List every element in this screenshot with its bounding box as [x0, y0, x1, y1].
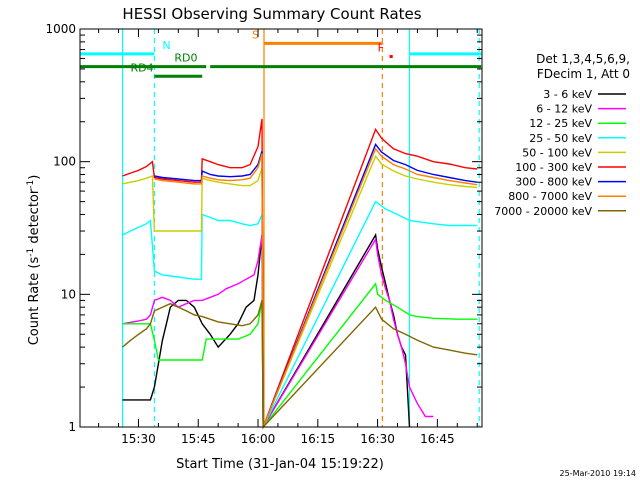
- plot-frame: [79, 28, 483, 428]
- flag-label: RD4: [130, 61, 153, 74]
- series-line: [122, 200, 478, 428]
- flag-label: RD0: [174, 52, 197, 65]
- series-line: [122, 300, 478, 429]
- y-tick-label: 1000: [45, 22, 76, 36]
- x-tick-label: 16:30: [360, 432, 395, 446]
- series-line: [122, 282, 478, 430]
- legend-label: 300 - 800 keV: [515, 176, 592, 189]
- y-label-sup: -1: [26, 180, 36, 189]
- legend-label: 12 - 25 keV: [529, 117, 592, 130]
- y-axis-label: Count Rate (s-1 detector-1): [26, 175, 42, 346]
- y-label-sup: -1: [26, 248, 36, 257]
- y-label-part: ): [27, 175, 42, 180]
- legend-label: 800 - 7000 keV: [508, 190, 592, 203]
- y-label-part: detector: [27, 188, 42, 248]
- legend-label: 50 - 100 keV: [522, 146, 592, 159]
- plot-area: N RD0 RD4 S F: [79, 28, 483, 430]
- x-tick-label: 16:00: [241, 432, 276, 446]
- x-tick-label: 16:15: [301, 432, 336, 446]
- series-line: [154, 147, 478, 428]
- flag-label: S: [252, 28, 259, 41]
- chart-title: HESSI Observing Summary Count Rates: [122, 5, 421, 23]
- legend-header-line: Det 1,3,4,5,6,9,: [536, 52, 630, 66]
- y-tick-label: 1: [68, 420, 76, 434]
- legend-label: 6 - 12 keV: [536, 103, 592, 116]
- legend-label: 7000 - 20000 keV: [494, 205, 592, 218]
- series-line: [122, 234, 434, 430]
- series-line: [154, 143, 478, 428]
- x-axis: 15:30 15:45 16:00 16:15 16:30 16:45: [98, 29, 478, 446]
- timestamp-footer: 25-Mar-2010 19:14: [560, 469, 637, 478]
- y-tick-label: 10: [61, 287, 76, 301]
- x-tick-label: 16:45: [420, 432, 455, 446]
- y-axis: 1 10 100 1000: [45, 22, 482, 434]
- flag-label: N: [162, 39, 170, 52]
- legend-label: 100 - 300 keV: [515, 161, 592, 174]
- x-tick-label: 15:45: [181, 432, 216, 446]
- y-tick-label: 100: [53, 155, 76, 169]
- legend-label: 25 - 50 keV: [529, 132, 592, 145]
- series-line: [122, 154, 478, 428]
- legend-header-line: FDecim 1, Att 0: [537, 67, 630, 81]
- x-tick-label: 15:30: [121, 432, 156, 446]
- series-line: [122, 118, 478, 428]
- legend: Det 1,3,4,5,6,9, FDecim 1, Att 0 3 - 6 k…: [494, 52, 630, 218]
- x-axis-label: Start Time (31-Jan-04 15:19:22): [176, 457, 384, 472]
- y-label-part: Count Rate (s: [27, 257, 42, 346]
- flag-label: F: [378, 42, 384, 55]
- legend-label: 3 - 6 keV: [543, 88, 592, 101]
- series-line: [122, 232, 411, 430]
